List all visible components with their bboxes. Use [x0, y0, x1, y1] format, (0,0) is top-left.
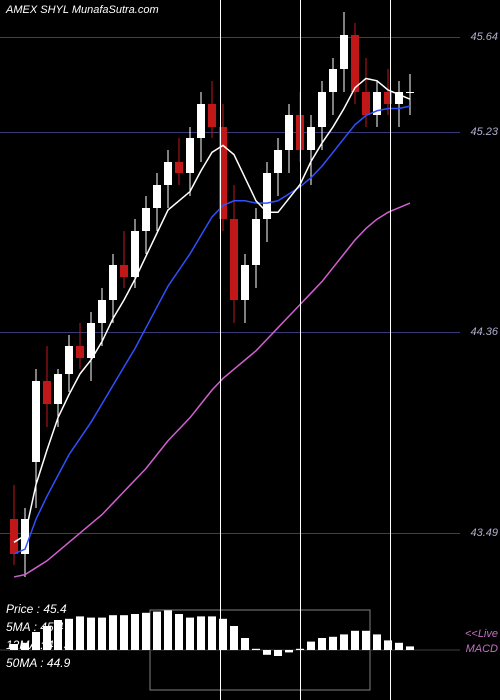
price-chart-area: [0, 0, 460, 600]
macd-bar: [164, 610, 172, 650]
price-level-line: [0, 132, 460, 133]
macd-bar: [373, 634, 381, 650]
macd-bar: [197, 616, 205, 650]
macd-bar: [252, 649, 260, 650]
macd-bar: [307, 642, 315, 650]
macd-bar: [318, 638, 326, 650]
stock-chart: AMEX SHYL MunafaSutra.com 45.64 45.23 44.3…: [0, 0, 500, 700]
price-info-box: Price : 45.45MA : 45.412MA : 45.350MA : …: [6, 600, 70, 672]
macd-bar: [208, 616, 216, 650]
macd-bar: [230, 626, 238, 650]
macd-bar: [351, 631, 359, 650]
macd-bar: [406, 646, 414, 650]
info-line: Price : 45.4: [6, 600, 70, 618]
macd-bar: [274, 650, 282, 656]
macd-bar: [76, 616, 84, 650]
macd-bar: [153, 612, 161, 650]
chart-title: AMEX SHYL MunafaSutra.com: [6, 4, 159, 16]
macd-bar: [241, 638, 249, 650]
macd-bar: [329, 637, 337, 650]
time-divider-line: [300, 0, 301, 700]
macd-bar: [263, 650, 271, 655]
price-level-line: [0, 332, 460, 333]
macd-bar: [362, 631, 370, 650]
price-level-label: 44.36: [470, 326, 498, 338]
price-level-line: [0, 37, 460, 38]
info-line: 50MA : 44.9: [6, 654, 70, 672]
macd-label: MACD: [466, 643, 498, 655]
macd-bar: [109, 615, 117, 650]
macd-bar: [340, 634, 348, 650]
macd-bar: [186, 618, 194, 650]
time-divider-line: [390, 0, 391, 700]
macd-bar: [131, 614, 139, 650]
time-divider-line: [220, 0, 221, 700]
live-label: <<Live: [465, 628, 498, 640]
macd-bar: [87, 618, 95, 650]
price-level-label: 45.23: [470, 126, 498, 138]
info-line: 5MA : 45.4: [6, 618, 70, 636]
price-level-label: 45.64: [470, 31, 498, 43]
macd-bar: [285, 650, 293, 652]
macd-bar: [98, 618, 106, 650]
price-level-label: 43.49: [470, 527, 498, 539]
info-line: 12MA : 45.3: [6, 636, 70, 654]
macd-bar: [142, 613, 150, 650]
macd-bar: [175, 614, 183, 650]
macd-bar: [120, 615, 128, 650]
price-axis: 45.64 45.23 44.36 43.49: [460, 0, 500, 700]
macd-bar: [395, 643, 403, 650]
price-level-line: [0, 533, 460, 534]
